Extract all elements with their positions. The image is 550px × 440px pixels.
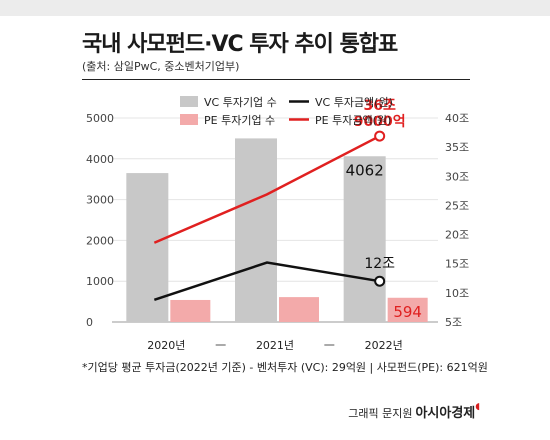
legend-swatch-vc-count — [180, 96, 198, 107]
vc-count-bar — [235, 138, 277, 322]
legend: VC 투자기업 수 VC 투자금액(원) PE 투자기업 수 PE 투자금액(원… — [180, 96, 393, 127]
credit: 그래픽 문지원 아시아경제◖ — [348, 402, 480, 421]
pe-count-2022-label: 594 — [393, 303, 422, 321]
left-tick-label: 3000 — [86, 194, 114, 207]
vc-count-bar — [343, 156, 386, 322]
lines — [153, 130, 386, 302]
pe-count-bar — [279, 297, 319, 322]
right-tick-label: 20조 — [445, 229, 469, 242]
left-tick-label: 2000 — [86, 234, 114, 247]
credit-author: 그래픽 문지원 — [348, 407, 413, 420]
legend-vc-count: VC 투자기업 수 — [204, 96, 277, 109]
vc-amount-2022-label: 12조 — [364, 256, 395, 272]
pe-count-bar — [170, 299, 211, 322]
right-tick-label: 15조 — [445, 258, 469, 271]
footnote: *기업당 평균 투자금(2022년 기준) - 벤처투자 (VC): 29억원 … — [82, 361, 488, 374]
right-tick-label: 40조 — [445, 112, 469, 125]
pe-amount-2022-label-2: 9000억 — [354, 114, 406, 130]
x-tick-label: 2021년 — [256, 339, 294, 352]
right-tick-label: 10조 — [445, 287, 469, 300]
right-tick-label: 35조 — [445, 141, 469, 154]
top-bar — [0, 0, 550, 16]
vc-count-2022-label: 4062 — [346, 161, 384, 179]
left-tick-label: 4000 — [86, 153, 114, 166]
pe-amount-line-end-point — [374, 130, 386, 142]
title-divider — [82, 79, 470, 80]
x-tick-label: 2022년 — [365, 339, 403, 352]
right-tick-label: 30조 — [445, 170, 469, 183]
right-tick-label: 5조 — [445, 316, 462, 329]
vc-amount-line — [153, 261, 380, 302]
legend-swatch-pe-count — [180, 114, 198, 125]
legend-vc-amount: VC 투자금액(원) — [315, 96, 393, 109]
legend-pe-amount: PE 투자금액(원) — [315, 114, 391, 127]
left-axis-ticks: 0 1000 2000 3000 4000 5000 — [86, 112, 114, 329]
pe-amount-2022-label-1: 36조 — [363, 98, 395, 114]
x-axis-ticks: 2020년 2021년 2022년 — [147, 339, 402, 352]
brand-mark-icon: ◖ — [475, 402, 480, 412]
page-title: 국내 사모펀드·VC 투자 추이 통합표 — [82, 32, 398, 57]
vc-amount-line-end-point — [374, 275, 386, 287]
right-axis-ticks: 5조 10조 15조 20조 25조 30조 35조 40조 — [445, 112, 469, 329]
right-tick-label: 25조 — [445, 199, 469, 212]
source-note: (출처: 삼일PwC, 중소벤처기업부) — [82, 60, 240, 73]
left-tick-label: 1000 — [86, 275, 114, 288]
brand-logo: 아시아경제 — [415, 406, 476, 421]
legend-pe-count: PE 투자기업 수 — [204, 114, 275, 127]
pe-count-bar — [387, 297, 428, 322]
vc-count-bar — [126, 173, 169, 322]
left-tick-label: 5000 — [86, 112, 114, 125]
left-tick-label: 0 — [86, 316, 93, 329]
pe-amount-line — [153, 134, 381, 244]
x-tick-label: 2020년 — [147, 339, 185, 352]
